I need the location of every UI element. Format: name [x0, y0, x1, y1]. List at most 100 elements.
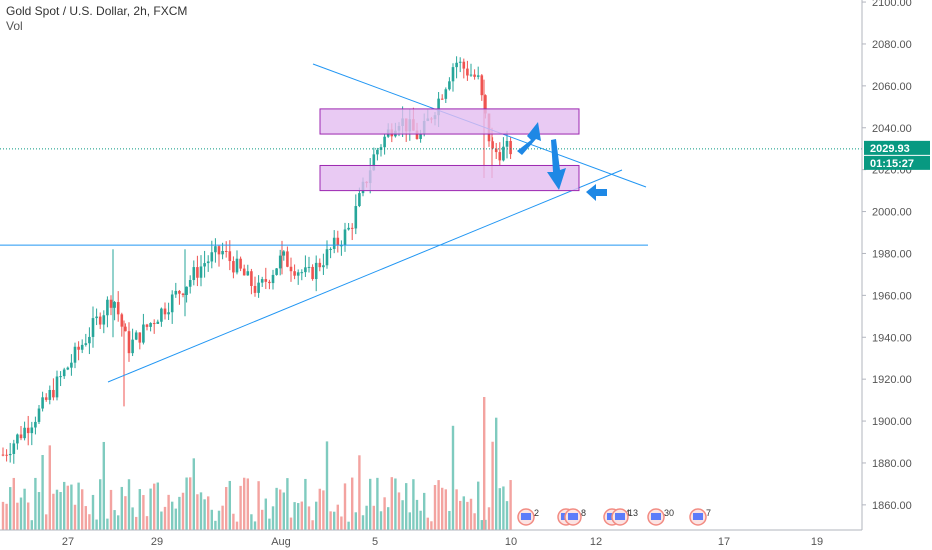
volume-bar — [387, 507, 390, 530]
price-tick-label: 1900.00 — [872, 416, 912, 428]
candle-body — [235, 258, 239, 273]
candle-body — [491, 141, 494, 149]
candle-body — [221, 250, 224, 255]
candle-body — [296, 272, 300, 276]
candle-body — [469, 74, 473, 76]
candle-body — [52, 389, 55, 398]
volume-bar — [131, 507, 134, 530]
candle-body — [34, 421, 37, 428]
volume-bar — [325, 441, 329, 530]
volume-bar — [84, 506, 87, 530]
candle-body — [210, 252, 214, 262]
price-axis: 2100.002080.002060.002040.002020.002000.… — [861, 0, 932, 550]
volume-bar — [27, 502, 30, 530]
volume-bar — [286, 478, 289, 530]
candle-body — [55, 376, 59, 398]
candle-body — [116, 302, 120, 315]
candle-body — [206, 261, 210, 264]
time-tick-label: 12 — [590, 536, 602, 548]
volume-bar — [430, 521, 433, 530]
volume-bar — [91, 494, 95, 530]
candle-body — [98, 316, 102, 325]
volume-bar — [415, 499, 419, 530]
volume-bar — [383, 497, 386, 530]
candle-body — [257, 282, 260, 293]
price-tick-label: 1860.00 — [872, 500, 912, 512]
volume-bar — [477, 481, 480, 530]
flag-stripe — [651, 513, 661, 520]
volume-bar — [243, 477, 246, 530]
candle-body — [77, 346, 80, 350]
volume-bar — [505, 501, 509, 530]
volume-bar — [12, 477, 15, 530]
volume-label[interactable]: Vol — [6, 19, 23, 33]
demand-zone — [319, 164, 580, 192]
candle-body — [84, 343, 88, 345]
volume-bar — [149, 488, 152, 530]
candle-body — [509, 140, 512, 155]
volume-bar — [293, 502, 296, 530]
volume-bar — [210, 509, 213, 530]
candle-body — [246, 271, 250, 276]
volume-bar — [483, 397, 486, 530]
volume-bar — [246, 478, 249, 530]
candle-body — [134, 332, 138, 340]
candle-body — [113, 302, 116, 308]
candle-body — [480, 75, 484, 96]
candle-body — [440, 98, 444, 100]
left-arrow-icon — [586, 184, 607, 201]
candle-body — [178, 290, 181, 294]
candle-body — [332, 237, 336, 249]
event-count: 13 — [628, 508, 638, 518]
chart-legend: Gold Spot / U.S. Dollar, 2h, FXCM Vol — [6, 4, 187, 34]
candle-body — [505, 140, 509, 147]
volume-bar — [498, 488, 501, 530]
volume-bar — [408, 512, 411, 530]
candle-body — [91, 318, 95, 337]
candle-body — [106, 299, 109, 316]
symbol-title[interactable]: Gold Spot / U.S. Dollar, 2h, FXCM — [6, 4, 188, 18]
volume-bar — [163, 506, 167, 530]
time-tick-label: 17 — [718, 536, 730, 548]
candle-body — [163, 308, 167, 315]
volume-bar — [127, 479, 131, 530]
volume-bar — [347, 521, 350, 530]
candle-body — [88, 336, 91, 344]
volume-bar — [405, 483, 408, 530]
candle-body — [300, 272, 304, 274]
volume-bar — [282, 492, 285, 530]
flag-stripe — [521, 513, 531, 520]
volume-bar — [491, 441, 494, 530]
volume-bar — [45, 514, 48, 530]
volume-bar — [480, 520, 483, 530]
volume-bar — [459, 500, 462, 530]
candle-body — [350, 227, 354, 229]
candle-body — [26, 427, 30, 434]
candle-body — [160, 308, 163, 322]
volume-bar — [225, 487, 228, 530]
price-axis-bg — [862, 0, 932, 550]
volume-bar — [174, 508, 177, 530]
price-tick-label: 1880.00 — [872, 458, 912, 470]
volume-bar — [88, 514, 91, 530]
time-axis: 27 29 Aug 5 10 12 17 19 — [0, 529, 932, 550]
candle-body — [376, 149, 379, 155]
drawings-layer — [0, 63, 862, 383]
candle-body — [419, 134, 422, 139]
volume-bar — [369, 478, 372, 530]
volume-bar — [81, 489, 84, 530]
candle-body — [250, 271, 253, 286]
candle-body — [278, 255, 282, 269]
volume-bar — [462, 496, 465, 530]
candle-body — [174, 290, 178, 295]
volume-bar — [250, 514, 253, 530]
volume-bar — [322, 490, 325, 530]
candle-body — [336, 237, 340, 246]
volume-bar — [99, 479, 102, 530]
volume-bar — [275, 487, 278, 530]
volume-bar — [41, 455, 44, 530]
volume-bar — [52, 493, 55, 530]
candle-body — [59, 376, 62, 378]
candle-body — [372, 154, 376, 171]
